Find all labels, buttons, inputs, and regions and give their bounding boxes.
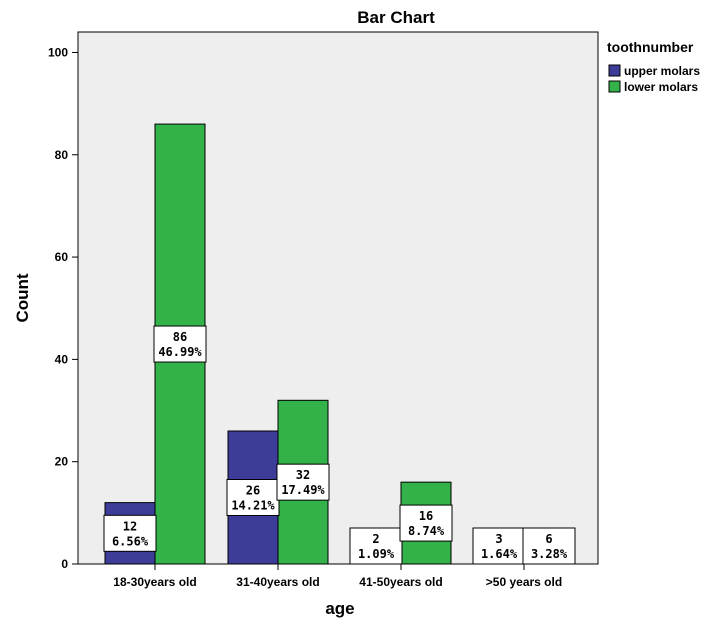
data-label-count: 32	[296, 468, 310, 482]
data-label-percent: 14.21%	[231, 499, 275, 513]
data-label-percent: 1.09%	[358, 547, 395, 561]
y-tick-label: 0	[61, 557, 68, 571]
data-label-box	[153, 325, 207, 363]
data-label-count: 26	[246, 484, 260, 498]
legend-label-lower-molars: lower molars	[624, 80, 698, 94]
y-tick-label: 40	[55, 352, 69, 366]
x-tick-label: >50 years old	[486, 575, 562, 589]
data-label-percent: 46.99%	[158, 345, 202, 359]
legend-title: toothnumber	[607, 39, 694, 55]
data-label-count: 12	[123, 519, 137, 533]
y-tick-label: 80	[55, 148, 69, 162]
data-label-count: 3	[495, 532, 502, 546]
data-label-box	[349, 527, 403, 565]
data-label-count: 86	[173, 330, 187, 344]
data-label-box	[276, 463, 330, 501]
legend-label-upper-molars: upper molars	[624, 64, 700, 78]
x-axis: 18-30years old 31-40years old 41-50years o…	[113, 564, 562, 589]
y-axis: 0 20 40 60 80 100	[48, 45, 78, 571]
data-label-percent: 3.28%	[531, 547, 568, 561]
x-axis-title: age	[325, 599, 354, 618]
data-label-percent: 8.74%	[408, 524, 445, 538]
x-tick-label: 18-30years old	[113, 575, 196, 589]
y-tick-label: 100	[48, 45, 68, 59]
data-label-count: 16	[419, 509, 433, 523]
y-tick-label: 60	[55, 250, 69, 264]
data-label-count: 6	[545, 532, 552, 546]
y-axis-title: Count	[13, 273, 32, 322]
data-label-box	[522, 527, 576, 565]
legend-swatch-upper-molars	[608, 64, 621, 77]
data-label-count: 2	[372, 532, 379, 546]
legend-swatch-lower-molars	[608, 80, 621, 93]
legend: toothnumber upper molars lower molars	[607, 39, 700, 94]
data-label-percent: 1.64%	[481, 547, 518, 561]
data-label-percent: 6.56%	[112, 534, 149, 548]
x-tick-label: 41-50years old	[359, 575, 442, 589]
x-tick-label: 31-40years old	[236, 575, 319, 589]
data-label-box	[103, 514, 157, 552]
data-label-box	[399, 504, 453, 542]
y-tick-label: 20	[55, 455, 69, 469]
chart-title: Bar Chart	[357, 8, 435, 27]
data-label-percent: 17.49%	[281, 483, 325, 497]
